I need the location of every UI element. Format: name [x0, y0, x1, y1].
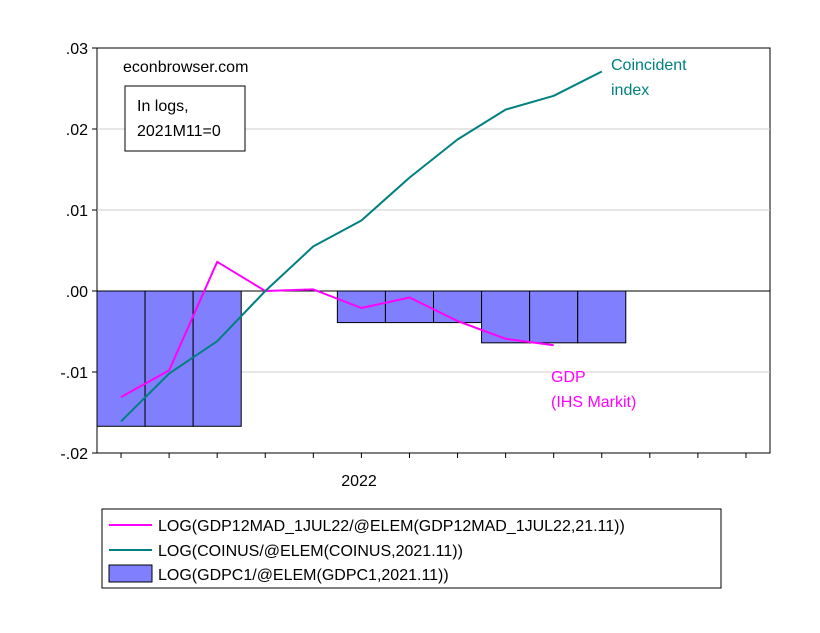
- line-series: [120, 70, 603, 423]
- note-line-2: 2021M11=0: [137, 123, 221, 140]
- x-tick-label-2022: 2022: [341, 473, 377, 490]
- legend: LOG(GDP12MAD_1JUL22/@ELEM(GDP12MAD_1JUL2…: [101, 508, 722, 589]
- axes: .03 .02 .01 .00 -.01 -.02: [60, 41, 747, 463]
- bar-2022M04: [336, 290, 386, 324]
- bar-2022M01: [192, 290, 242, 427]
- legend-label-gdp: LOG(GDP12MAD_1JUL22/@ELEM(GDP12MAD_1JUL2…: [158, 518, 625, 535]
- coincident-annotation-1: Coincident: [611, 57, 687, 74]
- y-tick-label: .02: [66, 122, 88, 139]
- bar-2021M12: [144, 290, 194, 427]
- bar-2022M05: [384, 290, 434, 324]
- legend-box: [101, 508, 722, 589]
- note-line-1: In logs,: [137, 98, 189, 115]
- bar-series: [96, 290, 627, 427]
- bar-2022M09: [577, 290, 627, 344]
- legend-label-gdpc1: LOG(GDPC1/@ELEM(GDPC1,2021.11)): [158, 567, 449, 584]
- bar-2022M07: [481, 290, 531, 344]
- gdp-ihs-line: [120, 260, 554, 398]
- y-tick-label: .01: [66, 203, 88, 220]
- coincident-index-line: [120, 70, 603, 423]
- y-tick-label: .00: [66, 284, 88, 301]
- gdp-annotation-2: (IHS Markit): [551, 394, 636, 411]
- note-box: In logs, 2021M11=0: [124, 85, 246, 152]
- y-tick-label: .03: [66, 41, 88, 58]
- bar-2022M06: [433, 290, 483, 324]
- legend-label-coincident: LOG(COINUS/@ELEM(COINUS,2021.11)): [158, 543, 463, 560]
- gdp-annotation-1: GDP: [551, 369, 586, 386]
- y-tick-label: -.02: [60, 446, 88, 463]
- y-tick-label: -.01: [60, 365, 88, 382]
- source-label: econbrowser.com: [123, 59, 248, 76]
- bar-2022M08: [529, 290, 579, 344]
- coincident-annotation-2: index: [611, 82, 649, 99]
- legend-swatch-gdpc1: [108, 564, 153, 583]
